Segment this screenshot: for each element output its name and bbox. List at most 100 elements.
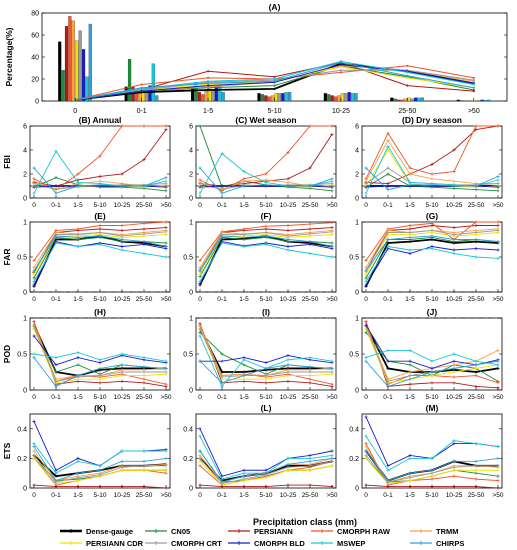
data-point: [76, 350, 80, 355]
data-point: [142, 227, 146, 231]
legend-label: TRMM: [436, 527, 459, 536]
panel-H: (H) POD 0 0.5 1 0 0-1 1-5 5-10 10-25 25-50 >50: [2, 307, 172, 401]
x-tick-label: 5-10: [259, 394, 272, 401]
data-point: [198, 464, 202, 468]
x-tick-label: 25-50: [302, 394, 319, 401]
data-point: [286, 177, 290, 181]
y-tick-label: 4: [23, 148, 27, 155]
data-point: [286, 370, 290, 374]
data-point: [273, 80, 276, 83]
data-point: [264, 183, 268, 187]
data-point: [164, 370, 168, 374]
legend-marker: [419, 541, 423, 545]
data-point: [220, 359, 224, 363]
data-point: [242, 244, 246, 249]
x-tick-label: 10-25: [280, 296, 297, 303]
data-point: [308, 459, 312, 463]
data-point: [308, 377, 312, 381]
data-point: [32, 356, 36, 360]
data-point: [54, 468, 58, 472]
data-point: [474, 366, 478, 370]
data-point: [330, 185, 334, 189]
data-point: [264, 471, 268, 475]
data-point: [452, 442, 456, 446]
bar: [410, 98, 414, 102]
data-point: [430, 221, 434, 225]
data-point: [286, 353, 290, 358]
data-point: [364, 320, 368, 324]
data-point: [408, 223, 412, 228]
data-point: [54, 356, 58, 360]
x-tick-label: >50: [492, 394, 503, 401]
x-tick-label: >50: [492, 202, 503, 209]
data-point: [364, 456, 368, 460]
data-point: [286, 358, 290, 362]
data-point: [474, 124, 478, 128]
x-tick-label: 0: [364, 202, 368, 209]
data-point: [264, 374, 268, 378]
data-point: [386, 188, 390, 192]
data-point: [474, 459, 478, 463]
data-point: [76, 374, 80, 378]
data-point: [330, 244, 334, 249]
data-point: [264, 476, 268, 480]
legend-marker: [419, 529, 423, 533]
bar: [78, 30, 82, 102]
x-tick-label: >50: [326, 394, 337, 401]
x-tick-label: 10-25: [114, 492, 131, 499]
x-tick-label: >50: [492, 492, 503, 499]
x-tick-label: 10-25: [280, 492, 297, 499]
x-tick-label: 1-5: [73, 202, 83, 209]
data-point: [98, 234, 102, 238]
data-point: [408, 374, 412, 378]
data-point: [98, 377, 102, 381]
x-tick-label: 0: [32, 202, 36, 209]
panel-I: (I) 0 0.5 1 0 0-1 1-5 5-10 10-25 25-50 >50: [183, 307, 338, 401]
data-point: [98, 361, 102, 365]
bar: [68, 16, 72, 102]
data-point: [286, 223, 290, 228]
data-point: [496, 220, 500, 224]
data-point: [286, 244, 290, 249]
data-point: [496, 381, 500, 385]
bar: [327, 94, 331, 102]
data-point: [474, 220, 478, 224]
legend-marker: [237, 541, 241, 545]
legend-label: PERSIANN: [254, 527, 293, 536]
data-point: [474, 442, 478, 446]
bar: [81, 49, 86, 102]
data-point: [308, 240, 312, 244]
data-point: [408, 471, 412, 475]
x-tick-label: 0-1: [383, 394, 393, 401]
y-tick-label: 0: [355, 388, 359, 395]
x-tick-label: 25-50: [468, 394, 485, 401]
bar: [58, 41, 62, 102]
data-point: [364, 356, 368, 360]
data-point: [496, 456, 500, 460]
data-point: [474, 128, 478, 132]
data-point: [32, 276, 36, 280]
data-point: [330, 459, 334, 463]
data-point: [242, 227, 246, 231]
data-point: [496, 223, 500, 228]
data-point: [198, 334, 202, 338]
data-point: [430, 366, 434, 370]
data-point: [164, 366, 168, 370]
data-point: [220, 184, 224, 188]
data-point: [406, 74, 409, 77]
x-axis-label: Precipitation class (mm): [253, 517, 357, 527]
data-point: [242, 377, 246, 381]
data-point: [264, 234, 268, 238]
bar: [281, 93, 285, 102]
data-point: [76, 180, 80, 184]
data-point: [496, 359, 500, 363]
data-point: [164, 189, 168, 193]
data-point: [198, 330, 202, 334]
bar: [340, 93, 345, 102]
bar: [414, 97, 418, 102]
data-point: [54, 191, 58, 195]
data-point: [386, 148, 390, 152]
data-point: [386, 241, 390, 245]
data-point: [164, 185, 168, 189]
y-tick-label: 0: [23, 486, 27, 493]
